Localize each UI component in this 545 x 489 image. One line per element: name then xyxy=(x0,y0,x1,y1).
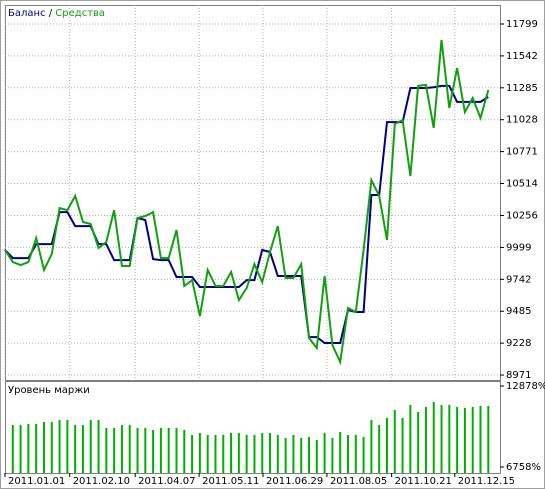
legend-balance: Баланс xyxy=(8,8,46,19)
bar xyxy=(261,433,264,473)
y-tick-label: 9742 xyxy=(506,274,531,285)
y-tick-label: 12878% xyxy=(506,381,545,392)
y-tick-label: 11799 xyxy=(506,19,538,30)
bar xyxy=(276,435,279,473)
bar xyxy=(191,435,194,473)
bar xyxy=(370,420,373,473)
bar xyxy=(136,427,139,473)
main-panel xyxy=(5,5,501,381)
bar xyxy=(440,405,443,473)
bar xyxy=(487,406,490,473)
y-tick-label: 10771 xyxy=(506,147,538,158)
bar xyxy=(222,435,225,473)
bar xyxy=(175,427,178,473)
x-tick-label: 2011.02.10 xyxy=(73,476,130,487)
bar xyxy=(354,435,357,473)
bar xyxy=(89,420,92,473)
bar xyxy=(35,424,38,473)
bar xyxy=(292,435,295,473)
bar xyxy=(300,438,303,473)
bar xyxy=(308,437,311,473)
bar xyxy=(253,435,256,473)
bar xyxy=(214,435,217,473)
bar xyxy=(378,425,381,473)
bar xyxy=(401,418,404,473)
x-tick-label: 2011.05.11 xyxy=(202,476,259,487)
y-tick-label: 11028 xyxy=(506,115,538,126)
bar xyxy=(50,422,53,473)
bar xyxy=(81,425,84,473)
y-tick-label: 10514 xyxy=(506,179,538,190)
margin-title: Уровень маржи xyxy=(8,385,90,396)
bar xyxy=(159,427,162,473)
y-tick-label: 10256 xyxy=(506,211,538,222)
bar xyxy=(346,435,349,473)
y-tick-label: 9228 xyxy=(506,338,531,349)
y-tick-label: 11285 xyxy=(506,83,538,94)
x-tick-label: 2011.06.29 xyxy=(266,476,323,487)
series-line xyxy=(4,39,490,366)
y-tick-label: 9999 xyxy=(506,242,531,253)
bar xyxy=(362,437,365,473)
bar xyxy=(417,412,420,473)
bar xyxy=(479,406,482,473)
bar xyxy=(339,432,342,473)
y-tick-label: 6758% xyxy=(506,462,541,473)
x-tick-label: 2011.01.01 xyxy=(8,476,65,487)
x-tick-label: 2011.04.07 xyxy=(138,476,195,487)
legend: Баланс / Средства xyxy=(8,8,105,19)
y-tick-label: 8971 xyxy=(506,370,531,381)
x-tick-label: 2011.10.21 xyxy=(395,476,452,487)
bar xyxy=(19,425,22,473)
bar xyxy=(230,433,233,473)
bar xyxy=(42,422,45,473)
bar xyxy=(463,408,466,473)
bar xyxy=(432,402,435,473)
bar xyxy=(323,433,326,473)
bar xyxy=(385,418,388,473)
x-tick-label: 2011.08.05 xyxy=(330,476,387,487)
legend-equity: Средства xyxy=(55,8,105,19)
bar xyxy=(315,440,318,473)
bar xyxy=(113,427,116,473)
bar xyxy=(97,420,100,473)
bar xyxy=(152,430,155,473)
bar xyxy=(74,425,77,473)
bar xyxy=(269,433,272,473)
bar xyxy=(471,407,474,473)
bar xyxy=(284,438,287,473)
bar xyxy=(66,420,69,473)
bar xyxy=(245,435,248,473)
bar xyxy=(409,405,412,473)
bar xyxy=(58,420,61,473)
bar xyxy=(424,407,427,473)
bar xyxy=(331,438,334,473)
bar xyxy=(144,427,147,473)
bar xyxy=(206,435,209,473)
bar xyxy=(167,427,170,473)
x-tick-label: 2011.12.15 xyxy=(458,476,515,487)
bar xyxy=(198,433,201,473)
y-tick-label: 9485 xyxy=(506,306,531,317)
legend-separator: / xyxy=(49,8,53,19)
bar xyxy=(183,430,186,473)
series-line xyxy=(4,84,489,344)
bar xyxy=(128,425,131,473)
bar xyxy=(448,405,451,473)
y-tick-label: 11542 xyxy=(506,51,538,62)
bar xyxy=(393,409,396,473)
bar xyxy=(105,427,108,473)
bar xyxy=(27,424,30,473)
bar xyxy=(237,433,240,473)
bar xyxy=(456,407,459,473)
bar xyxy=(11,425,14,473)
bar xyxy=(120,425,123,473)
